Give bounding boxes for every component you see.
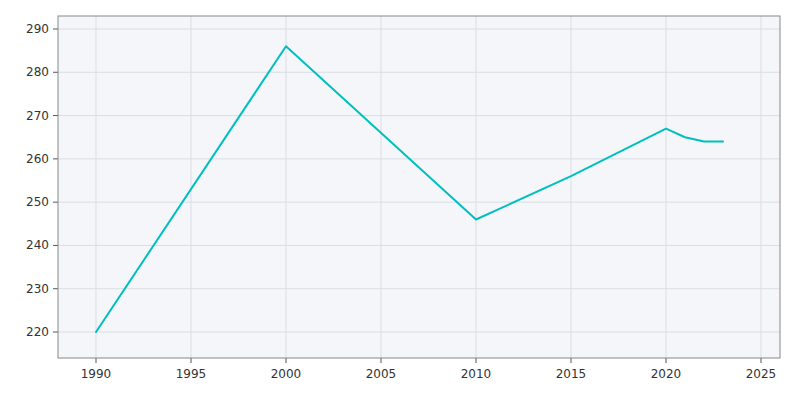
- y-grid-line: [58, 202, 780, 203]
- x-grid-line: [381, 16, 382, 358]
- x-tick: [476, 358, 477, 363]
- data-layer: [96, 46, 723, 332]
- y-grid-line: [58, 115, 780, 116]
- x-tick-label: 2025: [746, 367, 777, 381]
- y-grid-line: [58, 158, 780, 159]
- y-tick-label: 230: [26, 282, 49, 296]
- plot-background: [58, 16, 780, 358]
- x-tick-label: 2015: [556, 367, 587, 381]
- x-grid-line: [286, 16, 287, 358]
- x-tick-label: 1990: [81, 367, 112, 381]
- y-tick-label: 280: [26, 65, 49, 79]
- x-tick-label: 2005: [366, 367, 397, 381]
- y-tick: [53, 28, 58, 29]
- chart-svg: 1990 1995 2000 2005 2010 2015 2020 2025 220 230 24…: [0, 0, 800, 400]
- x-tick-label: 2000: [271, 367, 302, 381]
- y-tick: [53, 202, 58, 203]
- x-tick: [286, 358, 287, 363]
- grid: [58, 16, 780, 358]
- x-tick: [571, 358, 572, 363]
- x-tick: [96, 358, 97, 363]
- x-grid-line: [96, 16, 97, 358]
- x-tick: [191, 358, 192, 363]
- axes: 1990 1995 2000 2005 2010 2015 2020 2025 220 230 24…: [26, 22, 776, 381]
- y-tick: [53, 158, 58, 159]
- y-tick-label: 240: [26, 238, 49, 252]
- y-grid-line: [58, 332, 780, 333]
- x-tick: [381, 358, 382, 363]
- x-grid-line: [666, 16, 667, 358]
- y-tick-label: 250: [26, 195, 49, 209]
- plot-frame: [58, 16, 780, 358]
- x-tick-label: 2020: [651, 367, 682, 381]
- y-grid-line: [58, 245, 780, 246]
- y-grid-line: [58, 28, 780, 29]
- x-grid-line: [571, 16, 572, 358]
- x-grid-line: [476, 16, 477, 358]
- y-tick: [53, 245, 58, 246]
- chart-container: 1990 1995 2000 2005 2010 2015 2020 2025 220 230 24…: [0, 0, 800, 400]
- y-tick-label: 260: [26, 152, 49, 166]
- y-tick-label: 270: [26, 109, 49, 123]
- population-line: [96, 46, 723, 332]
- y-tick-label: 220: [26, 325, 49, 339]
- x-tick: [761, 358, 762, 363]
- y-tick-label: 290: [26, 22, 49, 36]
- y-grid-line: [58, 72, 780, 73]
- x-tick-label: 2010: [461, 367, 492, 381]
- y-tick: [53, 288, 58, 289]
- x-grid-line: [761, 16, 762, 358]
- x-tick-label: 1995: [176, 367, 207, 381]
- y-tick: [53, 332, 58, 333]
- y-tick: [53, 115, 58, 116]
- y-grid-line: [58, 288, 780, 289]
- y-tick: [53, 72, 58, 73]
- x-tick: [666, 358, 667, 363]
